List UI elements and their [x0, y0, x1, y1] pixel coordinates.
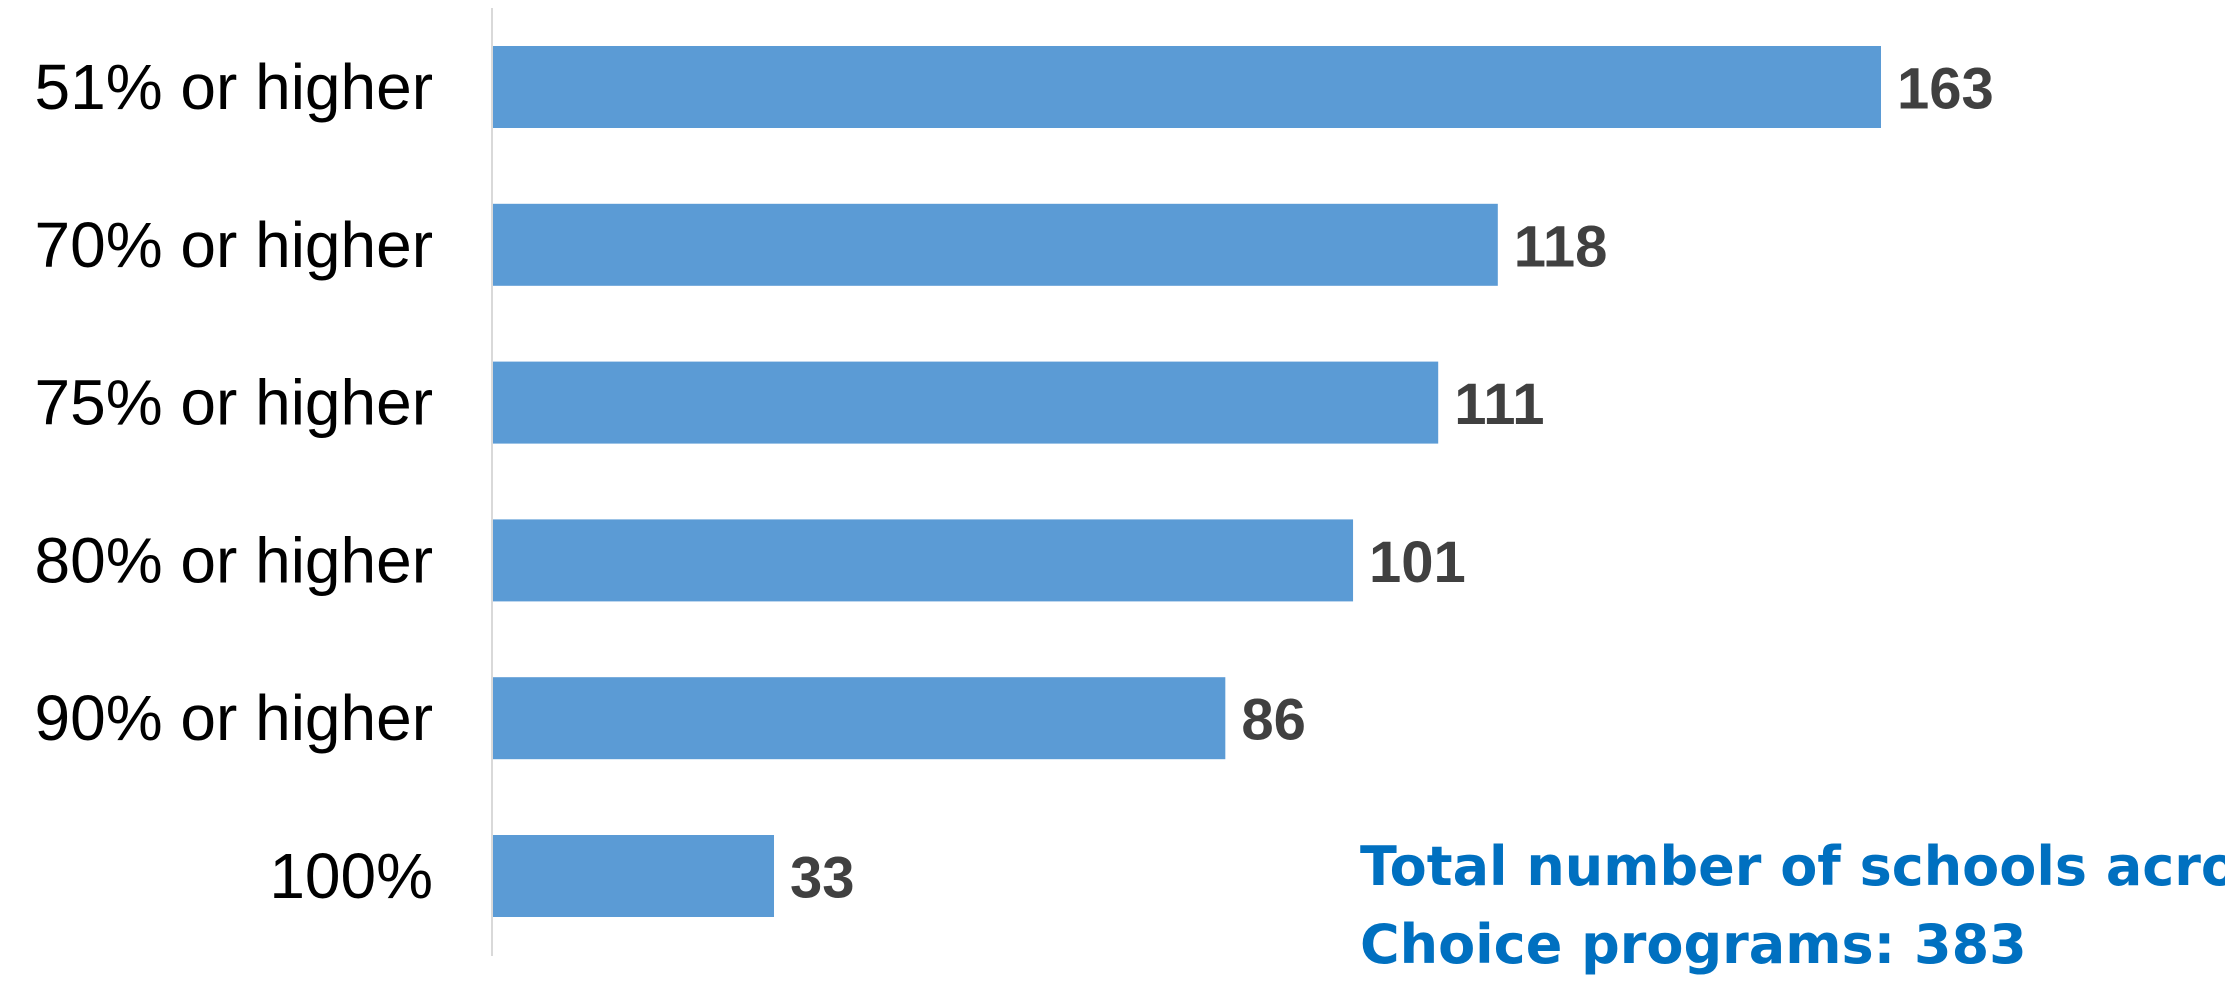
bar-0 [493, 46, 1881, 128]
bar-4 [493, 677, 1226, 760]
category-label: 100% [269, 840, 433, 912]
annotation-line-2: Choice programs: 383 [1360, 913, 2027, 976]
category-label: 75% or higher [35, 367, 433, 439]
category-label: 80% or higher [35, 524, 433, 596]
value-label: 118 [1514, 214, 1608, 279]
total-schools-annotation: Total number of schools across Choice pr… [1360, 828, 2225, 984]
annotation-line-1: Total number of schools across [1360, 835, 2225, 898]
bar-3 [493, 519, 1354, 602]
bar-1 [493, 203, 1498, 286]
category-labels-group: 51% or higher 70% or higher 75% or higher 8… [35, 51, 433, 912]
value-label: 33 [790, 846, 855, 911]
value-labels-group: 163 118 111 101 86 33 [790, 57, 1994, 911]
value-label: 101 [1369, 530, 1466, 595]
bars-group [493, 46, 1881, 917]
value-label: 86 [1241, 688, 1306, 753]
value-label: 111 [1454, 372, 1544, 437]
category-label: 51% or higher [35, 51, 433, 123]
value-label: 163 [1897, 57, 1994, 122]
bar-5 [493, 835, 775, 917]
category-label: 90% or higher [35, 682, 433, 754]
bar-2 [493, 361, 1439, 444]
category-label: 70% or higher [35, 209, 433, 281]
